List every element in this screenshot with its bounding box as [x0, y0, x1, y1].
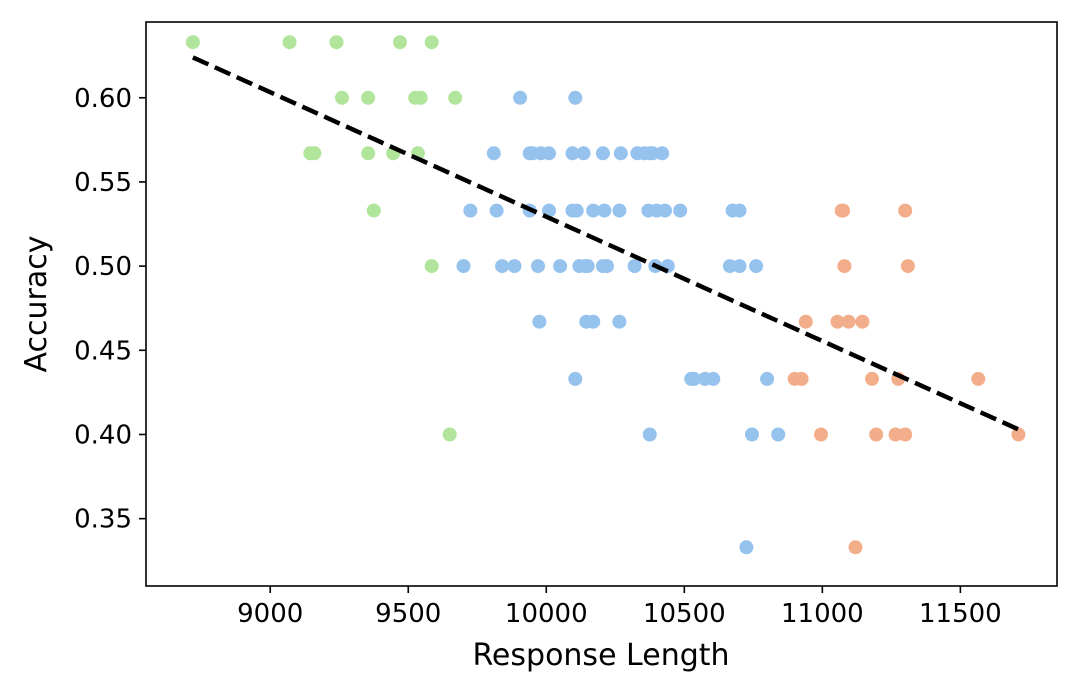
data-point [739, 540, 754, 555]
data-point [612, 314, 627, 329]
data-point [335, 90, 349, 105]
data-point [361, 146, 376, 161]
data-point [329, 35, 344, 50]
data-point [687, 371, 701, 386]
data-point [869, 427, 884, 442]
data-point [798, 314, 813, 329]
data-point [722, 259, 737, 274]
data-point [888, 427, 903, 442]
data-point [565, 146, 580, 161]
y-tick-label: 0.35 [74, 505, 132, 535]
data-point [706, 371, 721, 386]
data-point [971, 371, 986, 386]
data-point [837, 259, 852, 274]
data-point [532, 314, 547, 329]
data-point [595, 146, 610, 161]
y-tick-label: 0.45 [74, 336, 132, 366]
x-axis-label: Response Length [472, 638, 729, 673]
data-point [865, 371, 879, 386]
data-point [848, 540, 863, 555]
data-point [732, 203, 747, 218]
trend-layer [191, 55, 1020, 432]
x-tick-label: 9500 [375, 599, 441, 629]
data-point [898, 427, 913, 442]
y-tick-label: 0.50 [74, 252, 132, 282]
y-tick-label: 0.40 [74, 420, 132, 450]
x-tick-label: 10000 [505, 599, 588, 629]
data-point [749, 259, 764, 274]
data-point [448, 90, 463, 105]
data-point [597, 203, 612, 218]
data-point [424, 35, 439, 50]
data-point [513, 90, 528, 105]
x-tick-label: 11000 [781, 599, 864, 629]
x-tick-label: 10500 [643, 599, 726, 629]
data-point [361, 90, 376, 105]
data-point [576, 146, 591, 161]
data-point [732, 259, 747, 274]
data-point [655, 146, 670, 161]
x-axis: 9000 9500 10000 10500 11000 11500 [237, 586, 1002, 629]
data-point [745, 427, 759, 442]
trend-line [191, 55, 1020, 432]
data-point [836, 203, 851, 218]
y-tick-label: 0.55 [74, 168, 132, 198]
plot-frame [145, 21, 1058, 587]
data-point [282, 35, 297, 50]
data-point [1011, 427, 1026, 442]
data-point [613, 146, 628, 161]
data-point [185, 35, 200, 50]
data-point [495, 259, 510, 274]
data-point [463, 203, 478, 218]
y-axis: 0.35 0.40 0.45 0.50 0.55 0.60 [74, 84, 146, 535]
data-point [898, 203, 913, 218]
data-point [542, 146, 556, 161]
data-point [612, 203, 627, 218]
data-point [413, 90, 428, 105]
x-tick-label: 9000 [237, 599, 303, 629]
data-point [366, 203, 381, 218]
data-point [442, 427, 457, 442]
data-point [841, 314, 856, 329]
points-layer [185, 35, 1026, 555]
data-point [580, 259, 595, 274]
data-point [456, 259, 471, 274]
data-point [794, 371, 809, 386]
data-point [307, 146, 322, 161]
data-point [814, 427, 828, 442]
data-point [627, 259, 642, 274]
data-point [600, 259, 614, 274]
data-point [658, 203, 672, 218]
data-point [642, 427, 657, 442]
data-point [760, 371, 775, 386]
data-point [673, 203, 688, 218]
y-axis-label: Accuracy [19, 236, 54, 373]
y-tick-label: 0.60 [74, 84, 132, 114]
data-point [424, 259, 439, 274]
data-point [486, 146, 501, 161]
data-point [489, 203, 504, 218]
x-tick-label: 11500 [919, 599, 1002, 629]
data-point [568, 90, 583, 105]
data-point [553, 259, 568, 274]
data-point [569, 203, 584, 218]
data-point [771, 427, 786, 442]
data-point [855, 314, 870, 329]
data-point [586, 314, 601, 329]
data-point [900, 259, 915, 274]
data-point [830, 314, 845, 329]
data-point [568, 371, 583, 386]
data-point [531, 259, 545, 274]
data-point [645, 146, 660, 161]
data-point [507, 259, 522, 274]
data-point [586, 203, 601, 218]
data-point [393, 35, 407, 50]
